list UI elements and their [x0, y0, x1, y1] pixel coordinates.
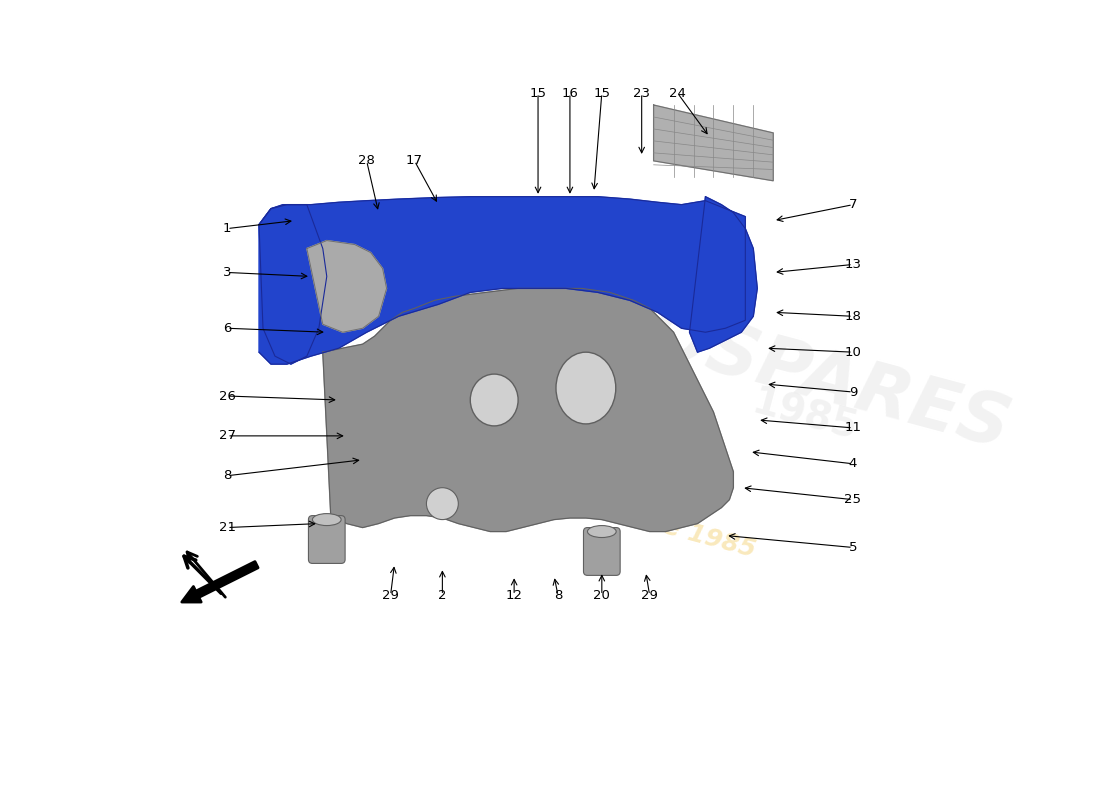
Text: 10: 10 [845, 346, 861, 358]
Ellipse shape [427, 488, 459, 519]
Text: EUROSPARES: EUROSPARES [482, 258, 1018, 463]
Text: 1985: 1985 [748, 383, 862, 448]
Text: 8: 8 [223, 470, 231, 482]
Ellipse shape [587, 526, 616, 538]
Text: 3: 3 [223, 266, 231, 279]
Polygon shape [690, 197, 757, 352]
FancyBboxPatch shape [308, 515, 345, 563]
Polygon shape [307, 241, 386, 332]
Polygon shape [653, 105, 773, 181]
Text: 20: 20 [593, 589, 611, 602]
Text: 4: 4 [849, 458, 857, 470]
Text: 28: 28 [359, 154, 375, 167]
Polygon shape [258, 197, 746, 364]
Text: a passion for parts since 1985: a passion for parts since 1985 [341, 429, 759, 562]
Text: 23: 23 [634, 86, 650, 99]
Text: 6: 6 [223, 322, 231, 334]
Text: 18: 18 [845, 310, 861, 322]
Text: 9: 9 [849, 386, 857, 398]
Text: 29: 29 [382, 589, 399, 602]
FancyBboxPatch shape [583, 527, 620, 575]
Text: 12: 12 [506, 589, 522, 602]
Text: 15: 15 [593, 86, 611, 99]
Ellipse shape [471, 374, 518, 426]
Text: 21: 21 [219, 521, 235, 534]
Polygon shape [258, 205, 327, 364]
Text: 27: 27 [219, 430, 235, 442]
Text: 24: 24 [669, 86, 686, 99]
Text: 2: 2 [438, 589, 447, 602]
Ellipse shape [312, 514, 341, 526]
Text: 8: 8 [553, 589, 562, 602]
Polygon shape [322, 288, 734, 531]
Text: 17: 17 [406, 154, 424, 167]
Text: 25: 25 [845, 493, 861, 506]
Text: 26: 26 [219, 390, 235, 402]
Ellipse shape [556, 352, 616, 424]
Text: 15: 15 [529, 86, 547, 99]
Text: 11: 11 [845, 422, 861, 434]
Text: 16: 16 [561, 86, 579, 99]
Text: 7: 7 [849, 198, 857, 211]
Text: 5: 5 [849, 541, 857, 554]
Text: 13: 13 [845, 258, 861, 271]
Text: 1: 1 [223, 222, 231, 235]
Text: 29: 29 [641, 589, 658, 602]
